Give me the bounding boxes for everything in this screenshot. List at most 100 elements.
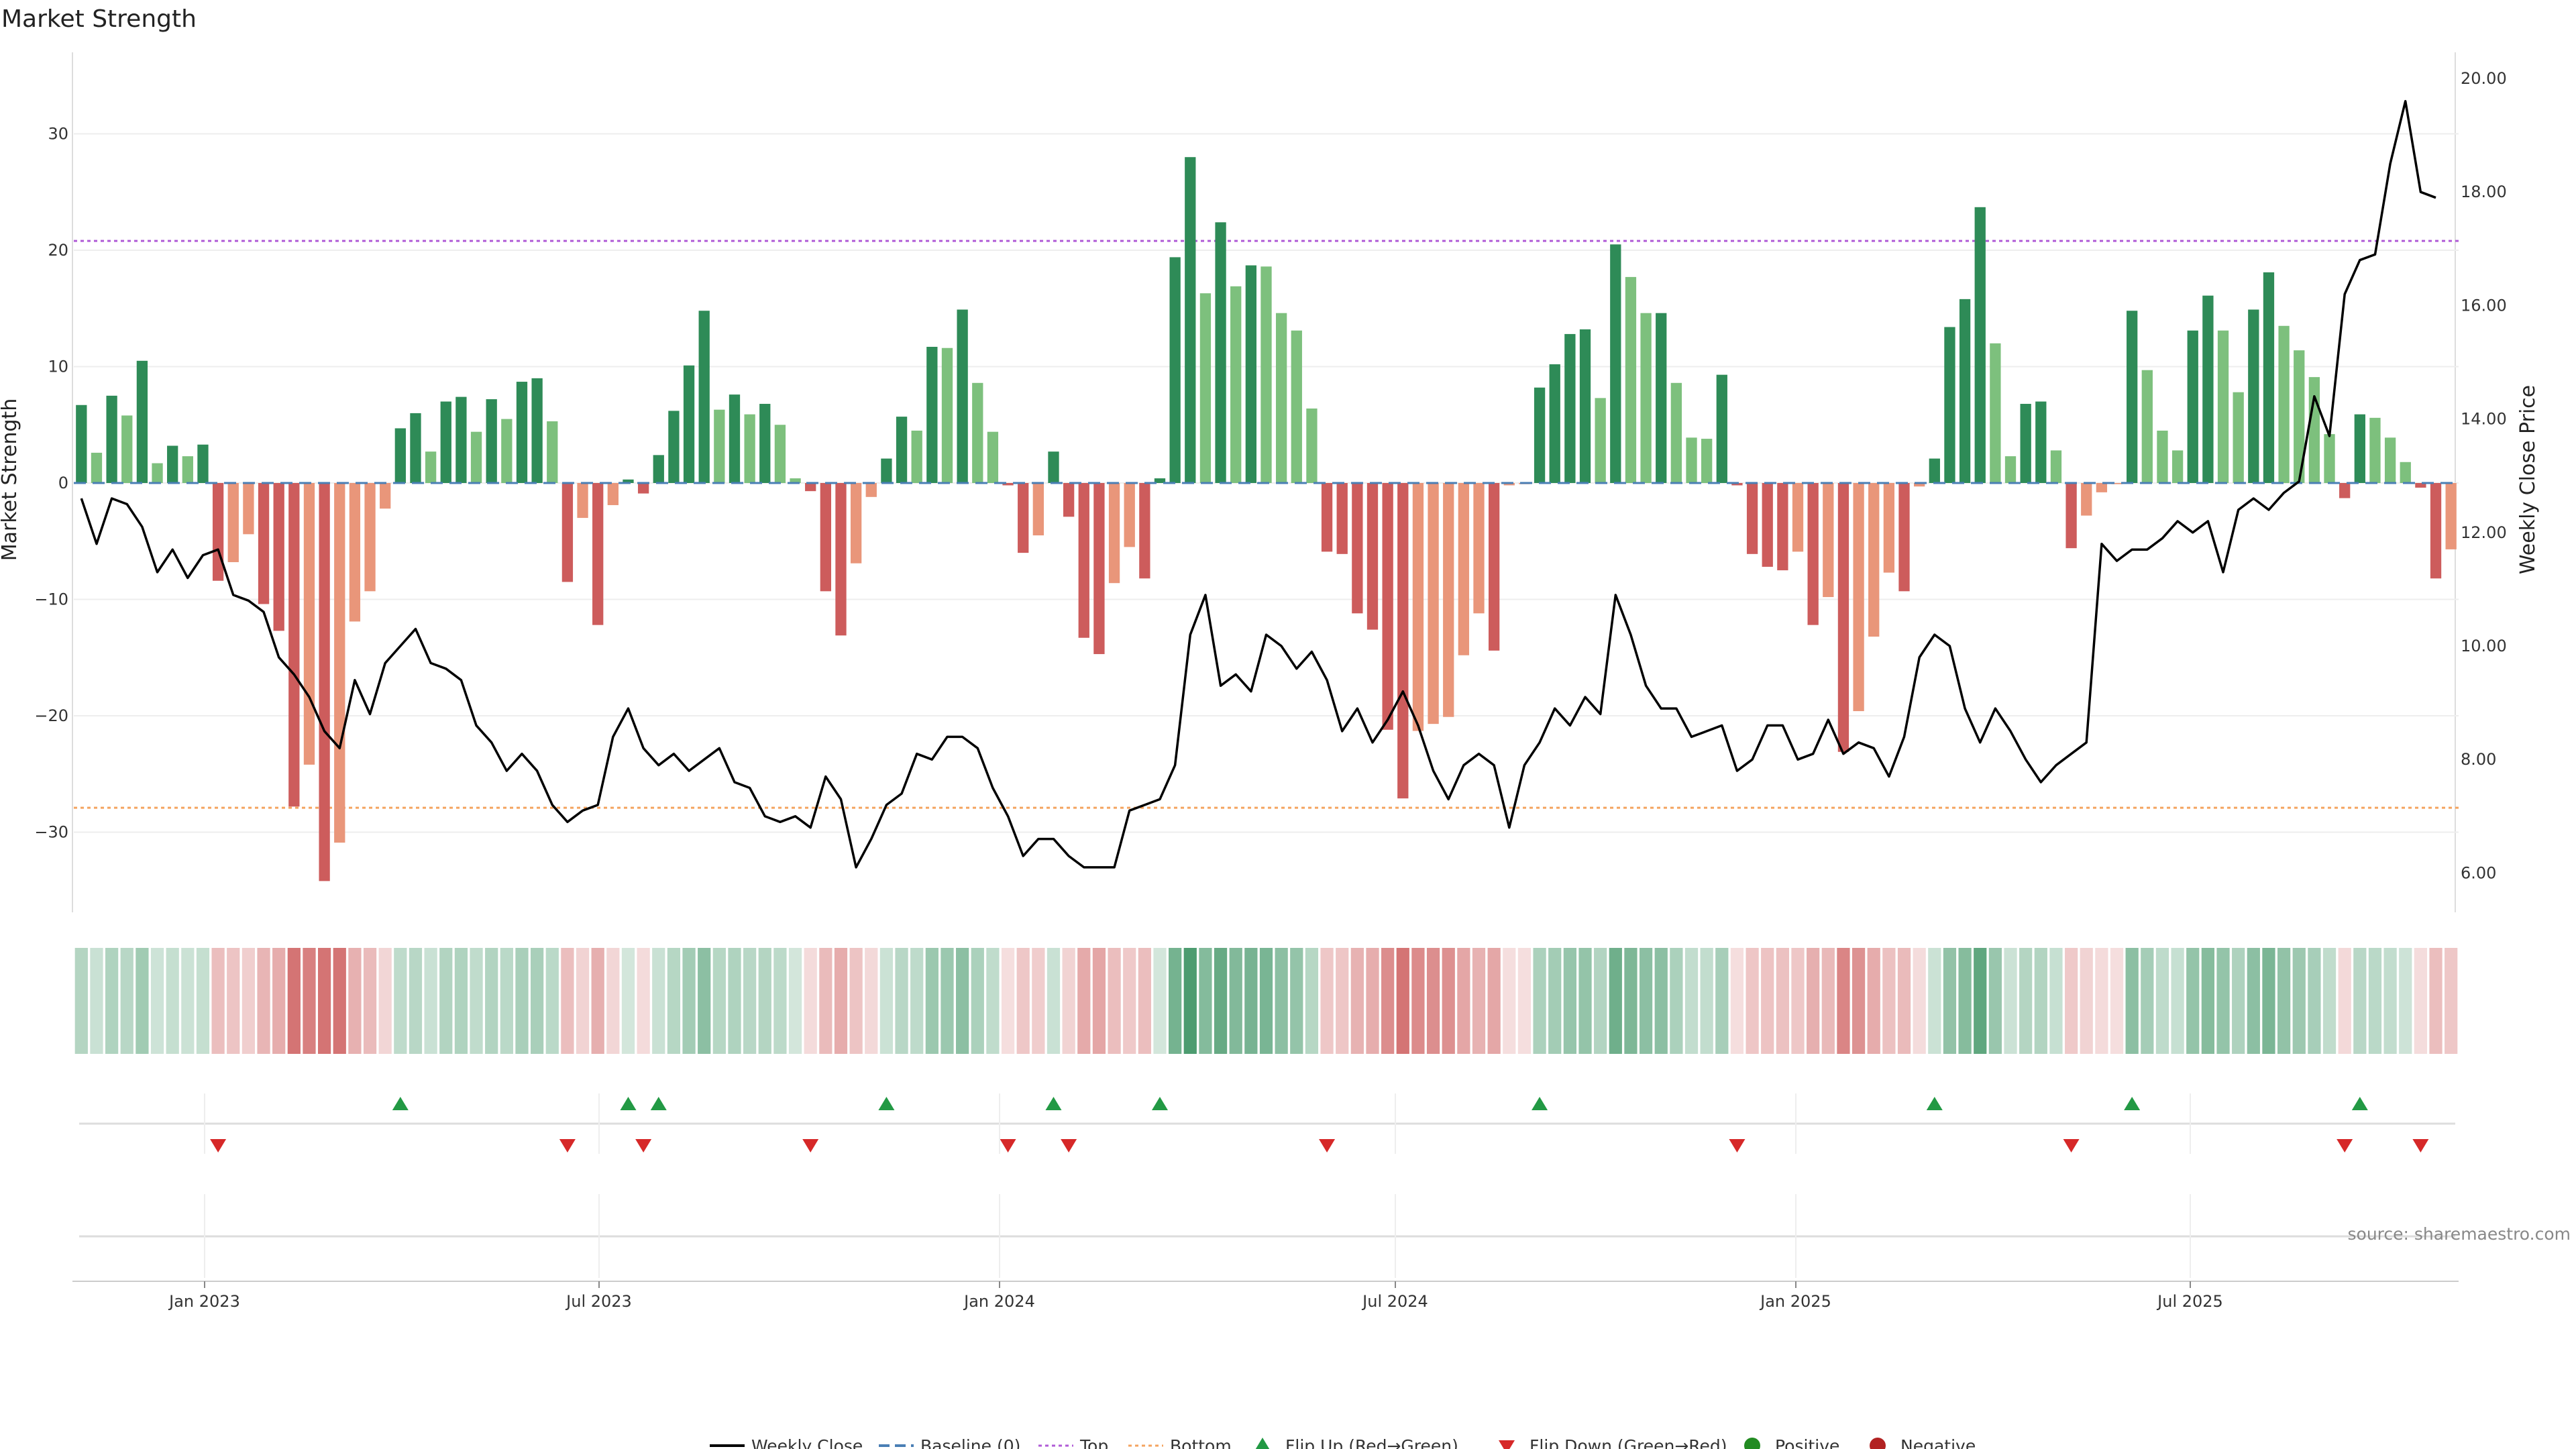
heatmap-cell [409,948,423,1054]
x-tick-label: Jul 2025 [2156,1292,2223,1311]
heatmap-cell [637,948,650,1054]
strength-bar [698,311,710,483]
heatmap-cell [2247,948,2260,1054]
strength-bar [1670,382,1682,483]
strength-bar [1291,330,1302,483]
heatmap-cell [348,948,362,1054]
strength-bar [1473,483,1485,614]
heatmap-cell [819,948,833,1054]
strength-bar [1868,483,1880,637]
heatmap-cell [1183,948,1197,1054]
flip-down-marker [1319,1139,1336,1152]
heatmap-cell [1077,948,1091,1054]
heatmap-cell [2277,948,2291,1054]
strength-bar [2202,295,2214,483]
strength-bar [1108,483,1120,584]
heatmap-cell [1244,948,1258,1054]
heatmap-cell [2201,948,2215,1054]
heatmap-cell [941,948,954,1054]
strength-bar [1397,483,1409,799]
y-tick-label: 10 [48,358,68,376]
heatmap-cell [1533,948,1546,1054]
strength-bar [227,483,239,562]
strength-bar [774,425,786,483]
heatmap-cell [1609,948,1622,1054]
strength-bar [1488,483,1500,651]
heatmap-cell [1503,948,1516,1054]
heatmap-cell [1761,948,1774,1054]
heatmap-cell [834,948,848,1054]
heatmap-cell [317,948,331,1054]
strength-bar [1230,286,1242,483]
strength-bar [683,365,695,483]
strength-bar [364,483,376,592]
heatmap-cell [865,948,878,1054]
red-dot-icon [1870,1438,1886,1449]
heatmap-cell [2445,948,2458,1054]
heatmap-cell [1062,948,1075,1054]
heatmap-cell [682,948,696,1054]
strength-bars [76,157,2457,881]
strength-bar [273,483,284,631]
heatmap-cell [241,948,256,1054]
strength-bar [820,483,831,592]
green-dot-icon [1744,1438,1760,1449]
heatmap-cell [879,948,894,1054]
strength-bar [1853,483,1864,712]
y2-tick-label: 16.00 [2461,296,2507,315]
heatmap-cell [439,948,453,1054]
heatmap-cell [1305,948,1319,1054]
flip-down-marker [1061,1139,1077,1152]
source-credit: source: sharemaestro.com [2348,1224,2571,1244]
heatmap-cell [698,948,711,1054]
strength-bar [1929,458,1940,483]
heatmap-cell [1851,948,1866,1054]
strength-bar [1534,387,1546,483]
strength-bar [1443,483,1454,717]
heatmap-cell [333,948,346,1054]
strength-bar [2445,483,2457,549]
heatmap-cell [1259,948,1273,1054]
strength-bar [911,430,922,483]
heatmap-cell [1563,948,1576,1054]
heatmap-cell [1381,948,1395,1054]
heatmap-cell [2141,948,2154,1054]
strength-bar [1185,157,1196,483]
strength-bar [440,401,451,483]
heatmap-cell [2292,948,2306,1054]
strength-bar [805,483,816,492]
strength-bar [1032,483,1044,536]
legend-label: Flip Up (Red→Green) [1285,1436,1458,1449]
legend: Weekly Close Baseline (0) Top Bottom Flip Up… [710,1436,1976,1449]
flip-up-marker [1045,1097,1062,1110]
y-tick-label: −10 [34,590,68,609]
heatmap-cell [986,948,1000,1054]
strength-bar [729,394,741,483]
chart-title: Market Strength [1,5,197,33]
strength-bar [1382,483,1393,730]
strength-bar [1595,398,1606,483]
heatmap-cell [136,948,149,1054]
heatmap-cell [667,948,681,1054]
strength-bar [1321,483,1333,552]
strength-bar [577,483,588,519]
x-tick-label: Jan 2023 [168,1292,240,1311]
strength-bar [2278,325,2290,483]
heatmap-cell [1624,948,1638,1054]
strength-bar [547,421,558,483]
strength-bar [1260,266,1272,483]
heatmap-cell [1032,948,1045,1054]
heatmap-cell [2095,948,2108,1054]
strength-bar [1306,408,1318,483]
y2-tick-label: 18.00 [2461,182,2507,201]
flip-up-marker [392,1097,409,1110]
heatmap-cell [1153,948,1167,1054]
heatmap-cell [1578,948,1592,1054]
strength-bar [167,445,178,483]
heatmap-cell [2155,948,2169,1054]
heatmap-cell [2262,948,2275,1054]
heatmap-cell [561,948,574,1054]
weekly-close-line [80,100,2436,869]
strength-bar [2369,417,2381,483]
